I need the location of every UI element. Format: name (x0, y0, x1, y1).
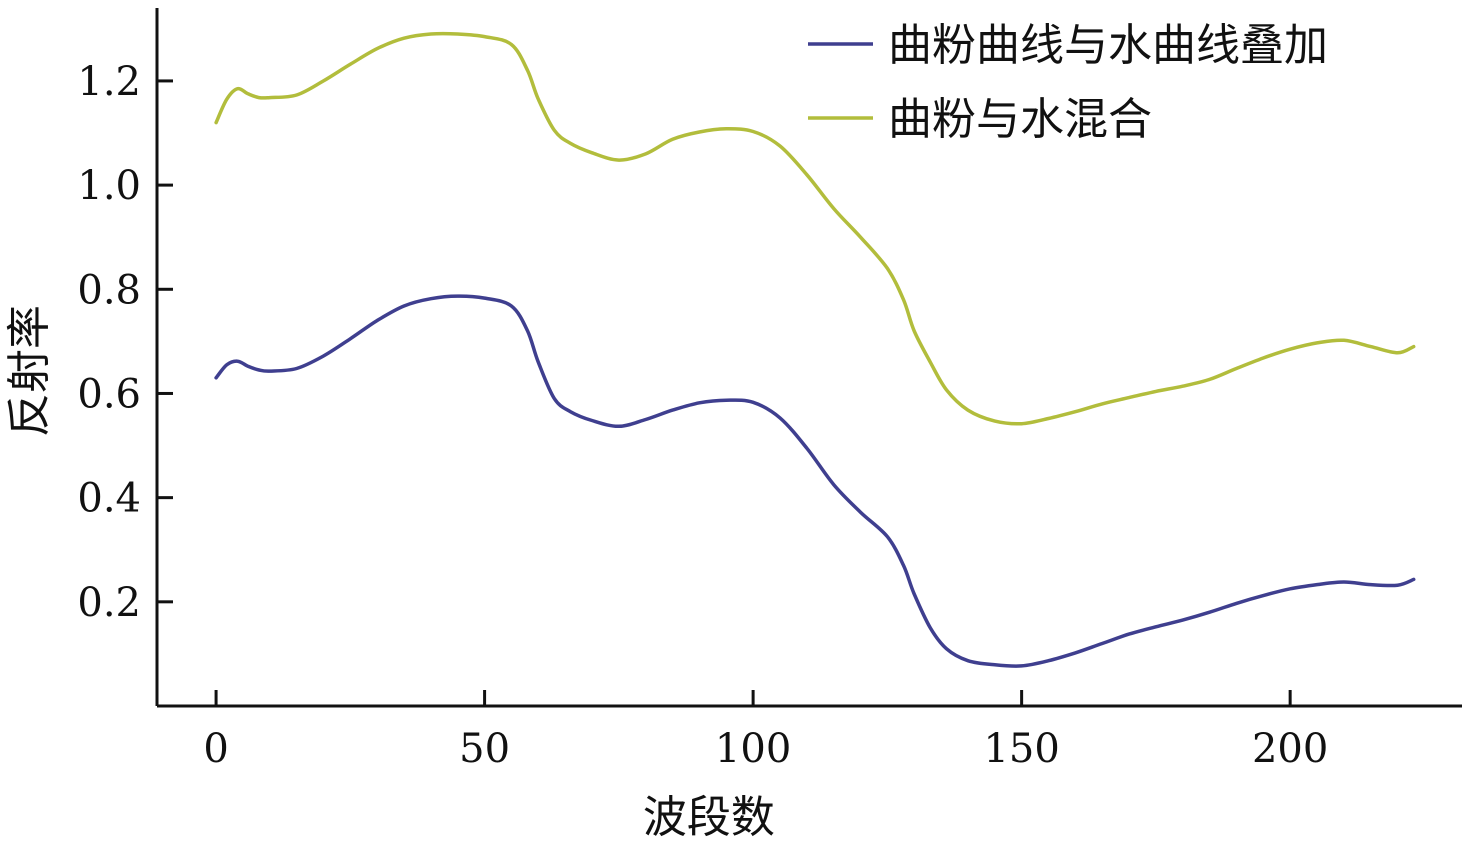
series-line-1 (214, 294, 1416, 668)
x-tick-label: 0 (203, 726, 228, 772)
x-axis-title: 波段数 (643, 792, 775, 841)
axes (155, 8, 1462, 708)
y-axis-title: 反射率 (4, 305, 55, 437)
y-tick-label: 0.4 (77, 476, 141, 522)
x-tick-label: 200 (1252, 726, 1328, 772)
x-tick-label: 100 (715, 726, 791, 772)
legend-label: 曲粉曲线与水曲线叠加 (888, 20, 1328, 71)
x-tick-label: 50 (459, 726, 510, 772)
y-ticks: 0.2 0.4 0.6 0.8 1.0 1.2 (77, 59, 173, 626)
series-lines (214, 31, 1416, 668)
legend-item-1: 曲粉曲线与水曲线叠加 (808, 20, 1328, 71)
y-tick-label: 1.2 (77, 59, 141, 105)
y-tick-label: 1.0 (77, 163, 141, 209)
series-line-2 (214, 31, 1416, 426)
x-ticks: 0 50 100 150 200 (203, 690, 1328, 772)
legend-label: 曲粉与水混合 (888, 94, 1152, 145)
y-tick-label: 0.2 (77, 580, 141, 626)
y-tick-label: 0.6 (77, 371, 141, 417)
legend-item-2: 曲粉与水混合 (808, 94, 1152, 145)
y-tick-label: 0.8 (77, 267, 141, 313)
x-tick-label: 150 (983, 726, 1059, 772)
